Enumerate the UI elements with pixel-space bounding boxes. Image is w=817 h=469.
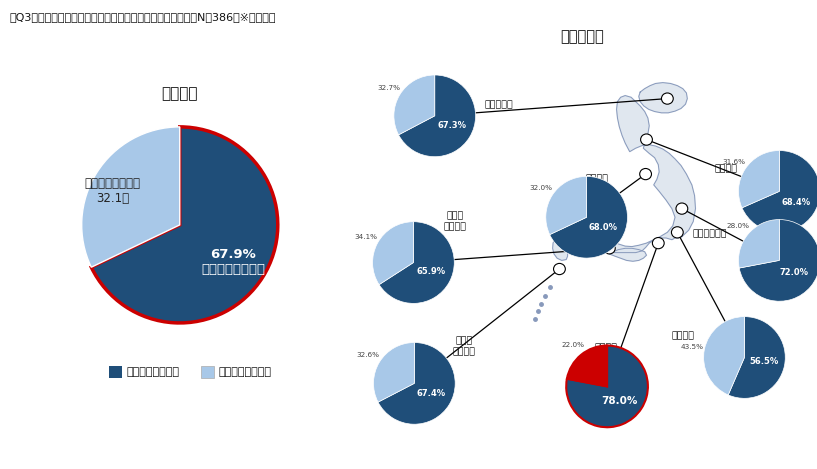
Polygon shape	[639, 83, 687, 113]
Wedge shape	[550, 176, 627, 258]
Wedge shape	[739, 219, 779, 268]
Text: 悩んだことがある: 悩んだことがある	[127, 367, 180, 377]
Wedge shape	[742, 151, 817, 232]
Text: 28.0%: 28.0%	[726, 223, 749, 229]
Text: 31.6%: 31.6%	[723, 159, 746, 165]
Text: 32.0%: 32.0%	[529, 185, 552, 191]
Polygon shape	[565, 96, 695, 253]
Wedge shape	[546, 176, 587, 234]
Text: 近畿地方: 近畿地方	[595, 343, 618, 352]
Wedge shape	[566, 346, 648, 427]
Text: 68.0%: 68.0%	[589, 223, 618, 232]
Circle shape	[641, 134, 653, 145]
Circle shape	[640, 168, 651, 180]
Wedge shape	[92, 127, 278, 323]
Text: 56.5%: 56.5%	[749, 357, 779, 366]
Text: 〈全国〉: 〈全国〉	[162, 86, 198, 101]
Wedge shape	[703, 317, 744, 395]
Wedge shape	[399, 75, 475, 157]
Wedge shape	[739, 151, 779, 208]
Circle shape	[676, 203, 688, 214]
Text: 72.0%: 72.0%	[780, 268, 809, 277]
Circle shape	[653, 237, 664, 249]
Text: 関東甲信地方: 関東甲信地方	[693, 230, 727, 239]
Circle shape	[604, 242, 615, 254]
Text: 32.6%: 32.6%	[357, 352, 380, 358]
Text: 東海地方: 東海地方	[672, 331, 694, 340]
Wedge shape	[567, 346, 607, 386]
Text: 43.5%: 43.5%	[680, 343, 703, 349]
Text: 悩んだことはない
32.1％: 悩んだことはない 32.1％	[84, 177, 141, 205]
Wedge shape	[82, 127, 180, 267]
Text: 22.0%: 22.0%	[561, 342, 584, 348]
Text: 65.9%: 65.9%	[416, 267, 445, 276]
Wedge shape	[379, 222, 454, 303]
Text: 北陸地方: 北陸地方	[585, 174, 608, 183]
Circle shape	[672, 227, 683, 238]
Text: 中国・
四国地方: 中国・ 四国地方	[444, 212, 467, 231]
Circle shape	[554, 264, 565, 275]
Wedge shape	[739, 219, 817, 301]
Circle shape	[662, 93, 673, 104]
Polygon shape	[609, 248, 646, 261]
Text: 九州・
沖縄地方: 九州・ 沖縄地方	[453, 337, 475, 356]
Wedge shape	[378, 342, 455, 424]
FancyBboxPatch shape	[109, 366, 122, 378]
Wedge shape	[728, 317, 785, 398]
Wedge shape	[394, 75, 435, 135]
Text: 東北地方: 東北地方	[714, 164, 737, 173]
Text: 32.7%: 32.7%	[377, 85, 400, 91]
Text: 悩んだことはない: 悩んだことはない	[219, 367, 272, 377]
Text: 67.4%: 67.4%	[417, 389, 445, 398]
Text: 【Q3】あなたは家の窓の結露で悩んだことはありますか。（N＝386）※単一回答: 【Q3】あなたは家の窓の結露で悩んだことはありますか。（N＝386）※単一回答	[10, 12, 276, 22]
Text: 78.0%: 78.0%	[601, 396, 638, 407]
Text: 〈地域別〉: 〈地域別〉	[560, 30, 604, 45]
Text: 67.9%
悩んだことがある: 67.9% 悩んだことがある	[201, 248, 266, 275]
FancyBboxPatch shape	[201, 366, 214, 378]
Text: 68.4%: 68.4%	[781, 197, 810, 206]
Wedge shape	[373, 342, 414, 402]
Wedge shape	[373, 222, 413, 285]
Text: 34.1%: 34.1%	[355, 234, 377, 240]
Text: 67.3%: 67.3%	[437, 121, 466, 130]
Polygon shape	[552, 234, 572, 260]
Text: 北海道地方: 北海道地方	[484, 100, 513, 109]
